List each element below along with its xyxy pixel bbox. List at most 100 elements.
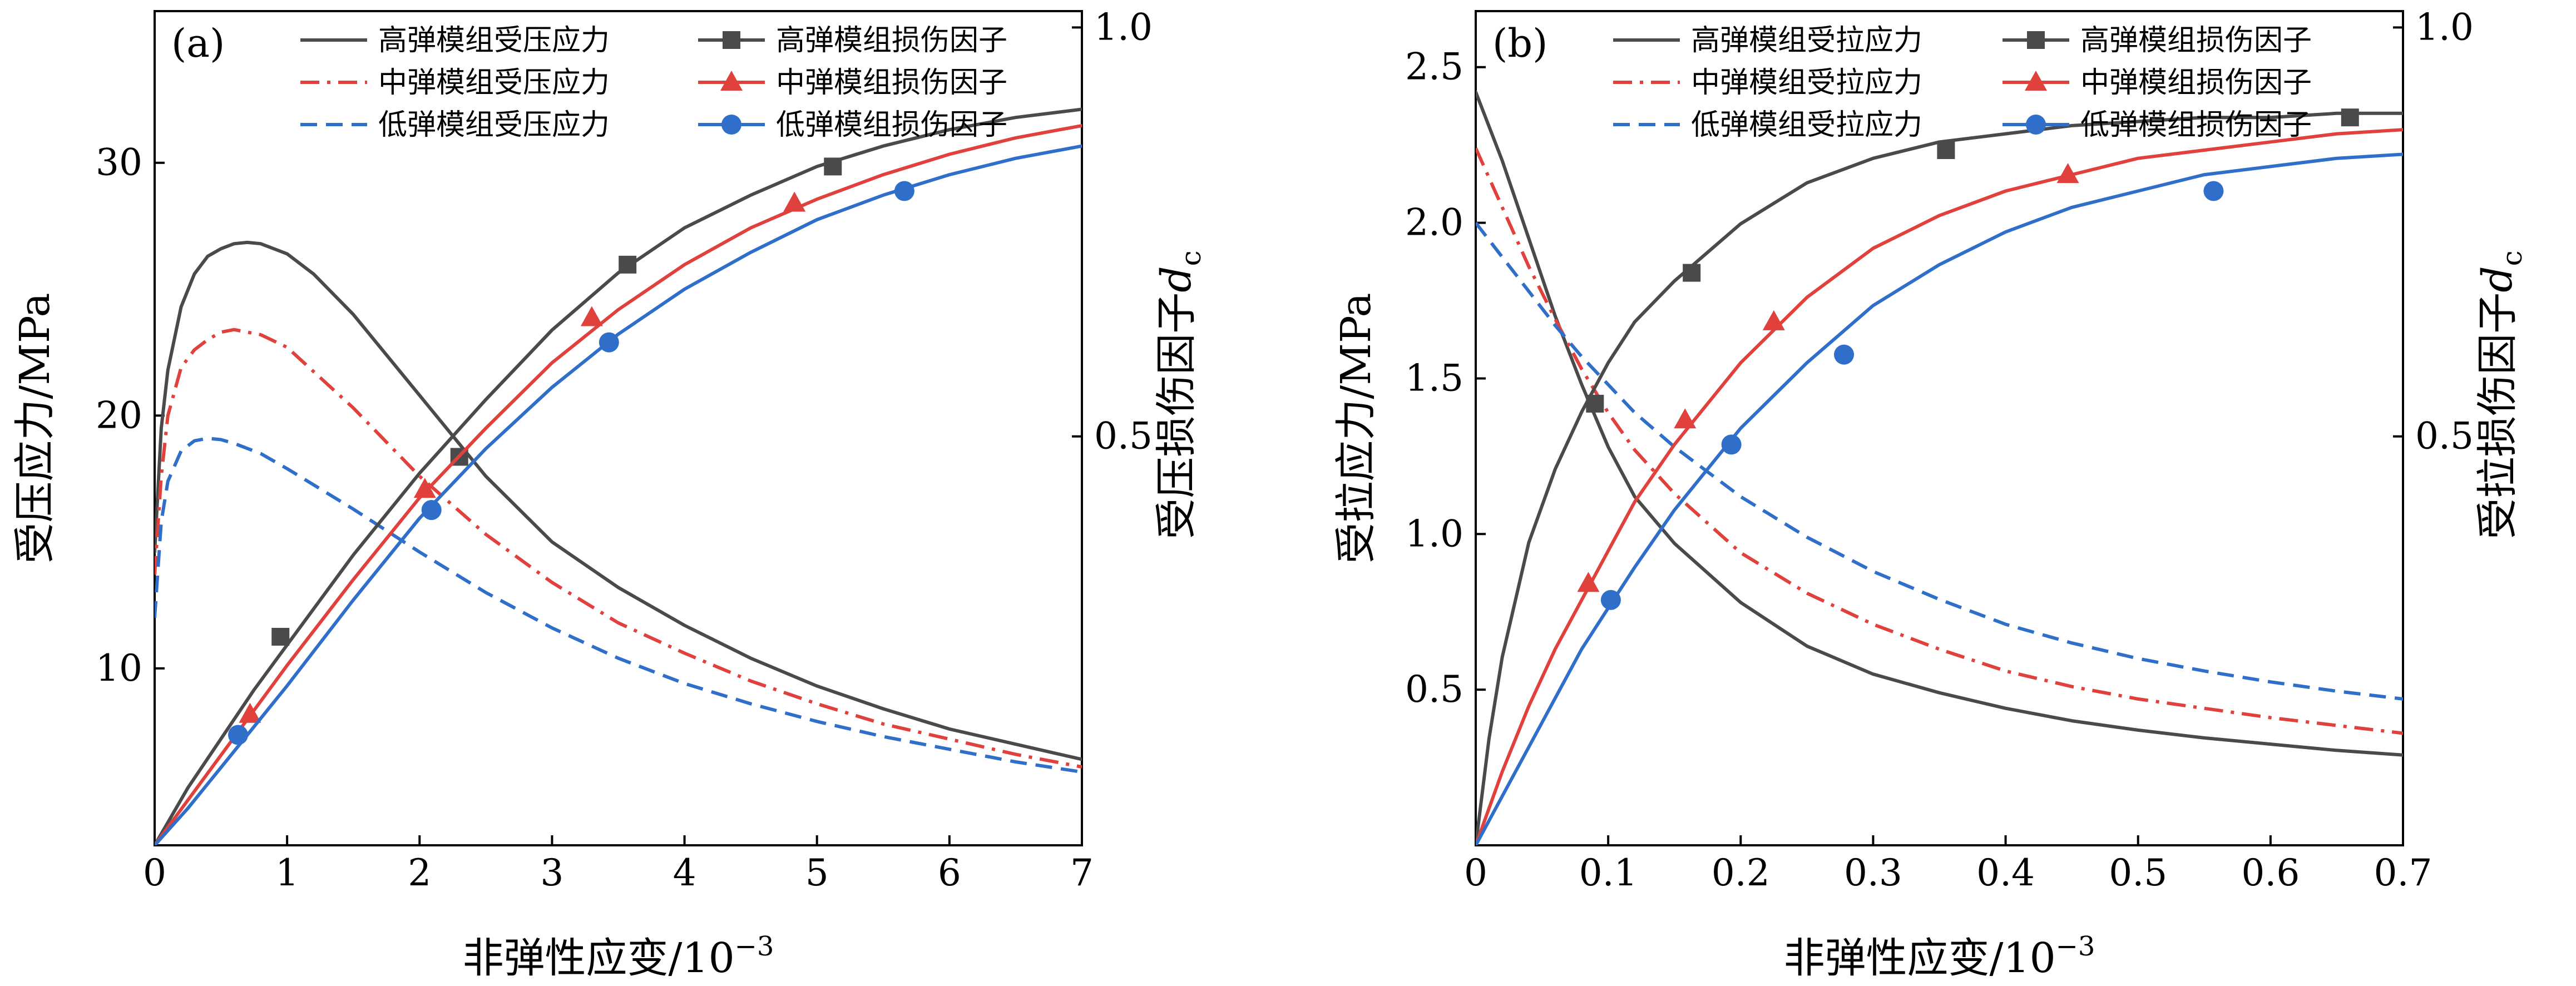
y2-axis-label: 受压损伤因子dc xyxy=(1153,250,1207,539)
x-tick-label: 0.4 xyxy=(1976,851,2035,894)
y2-axis-label-text: 受拉损伤因子 xyxy=(2474,293,2521,539)
x-tick-label: 3 xyxy=(540,851,563,894)
x-axis-label-text: 非弹性应变/10 xyxy=(1784,934,2056,982)
plot-frame xyxy=(1475,10,2404,846)
series-line-4 xyxy=(155,123,1082,845)
x-tick-label: 0.1 xyxy=(1579,851,1638,894)
series-4-point-0 xyxy=(239,702,261,723)
series-line-3 xyxy=(1476,111,2403,845)
series-3-point-3 xyxy=(2341,108,2359,127)
y2-axis-label-symbol: d xyxy=(1153,266,1200,292)
y-tick-label: 1.0 xyxy=(1405,512,1463,555)
x-tick-label: 0.6 xyxy=(2241,851,2300,894)
legend-entry-4: 中弹模组损伤因子 xyxy=(2080,66,2312,100)
y-tick-label: 20 xyxy=(96,394,142,437)
y2-tick-label: 1.0 xyxy=(2415,6,2474,48)
series-5-point-2 xyxy=(1834,344,1855,365)
y2-axis-label: 受拉损伤因子dc xyxy=(2474,250,2528,539)
series-4-point-1 xyxy=(413,478,436,498)
y2-axis-label-text: 受压损伤因子 xyxy=(1153,293,1200,539)
series-5-point-1 xyxy=(421,500,442,521)
series-5-point-0 xyxy=(1600,589,1621,610)
series-5-point-1 xyxy=(1721,434,1742,455)
x-tick-label: 2 xyxy=(408,851,431,894)
x-tick-label: 0.3 xyxy=(1844,851,1902,894)
legend-marker-3 xyxy=(723,31,740,49)
legend-marker-5 xyxy=(2026,115,2046,135)
series-line-5 xyxy=(155,144,1082,845)
legend-entry-5: 低弹模组损伤因子 xyxy=(2080,108,2312,142)
legend-marker-3 xyxy=(2027,31,2045,49)
x-tick-label: 0 xyxy=(1464,851,1487,894)
legend-entry-1: 中弹模组受拉应力 xyxy=(1691,66,1922,100)
series-line-2 xyxy=(155,437,1082,774)
series-group xyxy=(1476,90,2403,845)
x-tick-label: 0 xyxy=(143,851,166,894)
legend-entry-0: 高弹模组受压应力 xyxy=(378,24,610,57)
legend-entry-1: 中弹模组受压应力 xyxy=(378,66,610,100)
legend-marker-4 xyxy=(2025,71,2047,91)
legend-entry-4: 中弹模组损伤因子 xyxy=(776,66,1007,100)
series-group xyxy=(155,107,1082,845)
x-axis-label: 非弹性应变/10−3 xyxy=(1784,931,2095,982)
series-3-point-0 xyxy=(271,628,290,646)
series-4-point-0 xyxy=(1577,572,1600,592)
x-axis-label-exponent: −3 xyxy=(2056,931,2095,962)
series-5-point-0 xyxy=(228,725,249,745)
series-5-point-3 xyxy=(894,181,914,201)
y-tick-label: 0.5 xyxy=(1405,668,1463,711)
y-axis-label: 受拉应力/MPa xyxy=(1332,293,1380,563)
series-4-point-1 xyxy=(1674,408,1697,429)
y2-tick-label: 0.5 xyxy=(1094,415,1153,458)
legend-entry-5: 低弹模组损伤因子 xyxy=(776,108,1007,142)
x-tick-label: 4 xyxy=(673,851,696,894)
y2-axis-label-subscript: c xyxy=(2496,250,2528,266)
legend-marker-4 xyxy=(720,71,743,91)
series-line-0 xyxy=(1476,90,2403,757)
series-3-point-3 xyxy=(824,157,842,176)
series-5-point-2 xyxy=(599,332,619,353)
x-tick-label: 5 xyxy=(805,851,829,894)
legend-entry-2: 低弹模组受压应力 xyxy=(378,108,610,142)
y2-tick-label: 1.0 xyxy=(1094,6,1153,48)
y-tick-label: 2.5 xyxy=(1405,46,1463,88)
x-tick-label: 7 xyxy=(1070,851,1094,894)
y-tick-label: 30 xyxy=(96,141,142,184)
series-4-point-3 xyxy=(783,191,806,212)
series-4-point-2 xyxy=(1762,310,1785,330)
x-axis-label: 非弹性应变/10−3 xyxy=(463,931,774,982)
legend-entry-3: 高弹模组损伤因子 xyxy=(2080,24,2312,57)
y-tick-label: 2.0 xyxy=(1405,201,1463,244)
legend-entry-0: 高弹模组受拉应力 xyxy=(1691,24,1922,57)
y-axis-label: 受压应力/MPa xyxy=(11,293,59,563)
y2-axis-label-symbol: d xyxy=(2474,266,2521,292)
series-line-0 xyxy=(155,240,1082,761)
x-tick-label: 0.2 xyxy=(1712,851,1770,894)
x-axis-label-exponent: −3 xyxy=(735,931,774,962)
panel-label: (a) xyxy=(171,21,225,66)
series-3-point-2 xyxy=(619,255,637,274)
legend-marker-5 xyxy=(721,115,741,135)
series-line-1 xyxy=(1476,147,2403,735)
x-axis-label-text: 非弹性应变/10 xyxy=(463,934,735,982)
chart-panel-a: 0 1 2 3 4 5 6 7 10 20 30 0.5 1.0 非弹性应变/10−3 受压应力/MPa 受压… xyxy=(11,6,1207,982)
x-tick-label: 0.5 xyxy=(2109,851,2167,894)
series-4-point-3 xyxy=(2056,163,2079,184)
y-tick-label: 1.5 xyxy=(1405,356,1463,399)
y2-axis-label-subscript: c xyxy=(1175,250,1207,266)
x-tick-label: 0.7 xyxy=(2374,851,2432,894)
series-3-point-2 xyxy=(1937,141,1955,159)
series-5-point-3 xyxy=(2203,181,2224,201)
x-tick-label: 6 xyxy=(938,851,961,894)
chart-panel-b: 0 0.1 0.2 0.3 0.4 0.5 0.6 0.7 0.5 1.0 1.5 2.0 2.5 0.5… xyxy=(1332,6,2528,982)
legend-entry-2: 低弹模组受拉应力 xyxy=(1691,108,1922,142)
series-line-2 xyxy=(1476,221,2403,701)
x-tick-label: 1 xyxy=(275,851,299,894)
series-line-4 xyxy=(1476,128,2403,845)
series-line-1 xyxy=(155,328,1082,769)
series-3-point-0 xyxy=(1586,394,1604,413)
plot-frame xyxy=(154,10,1083,846)
